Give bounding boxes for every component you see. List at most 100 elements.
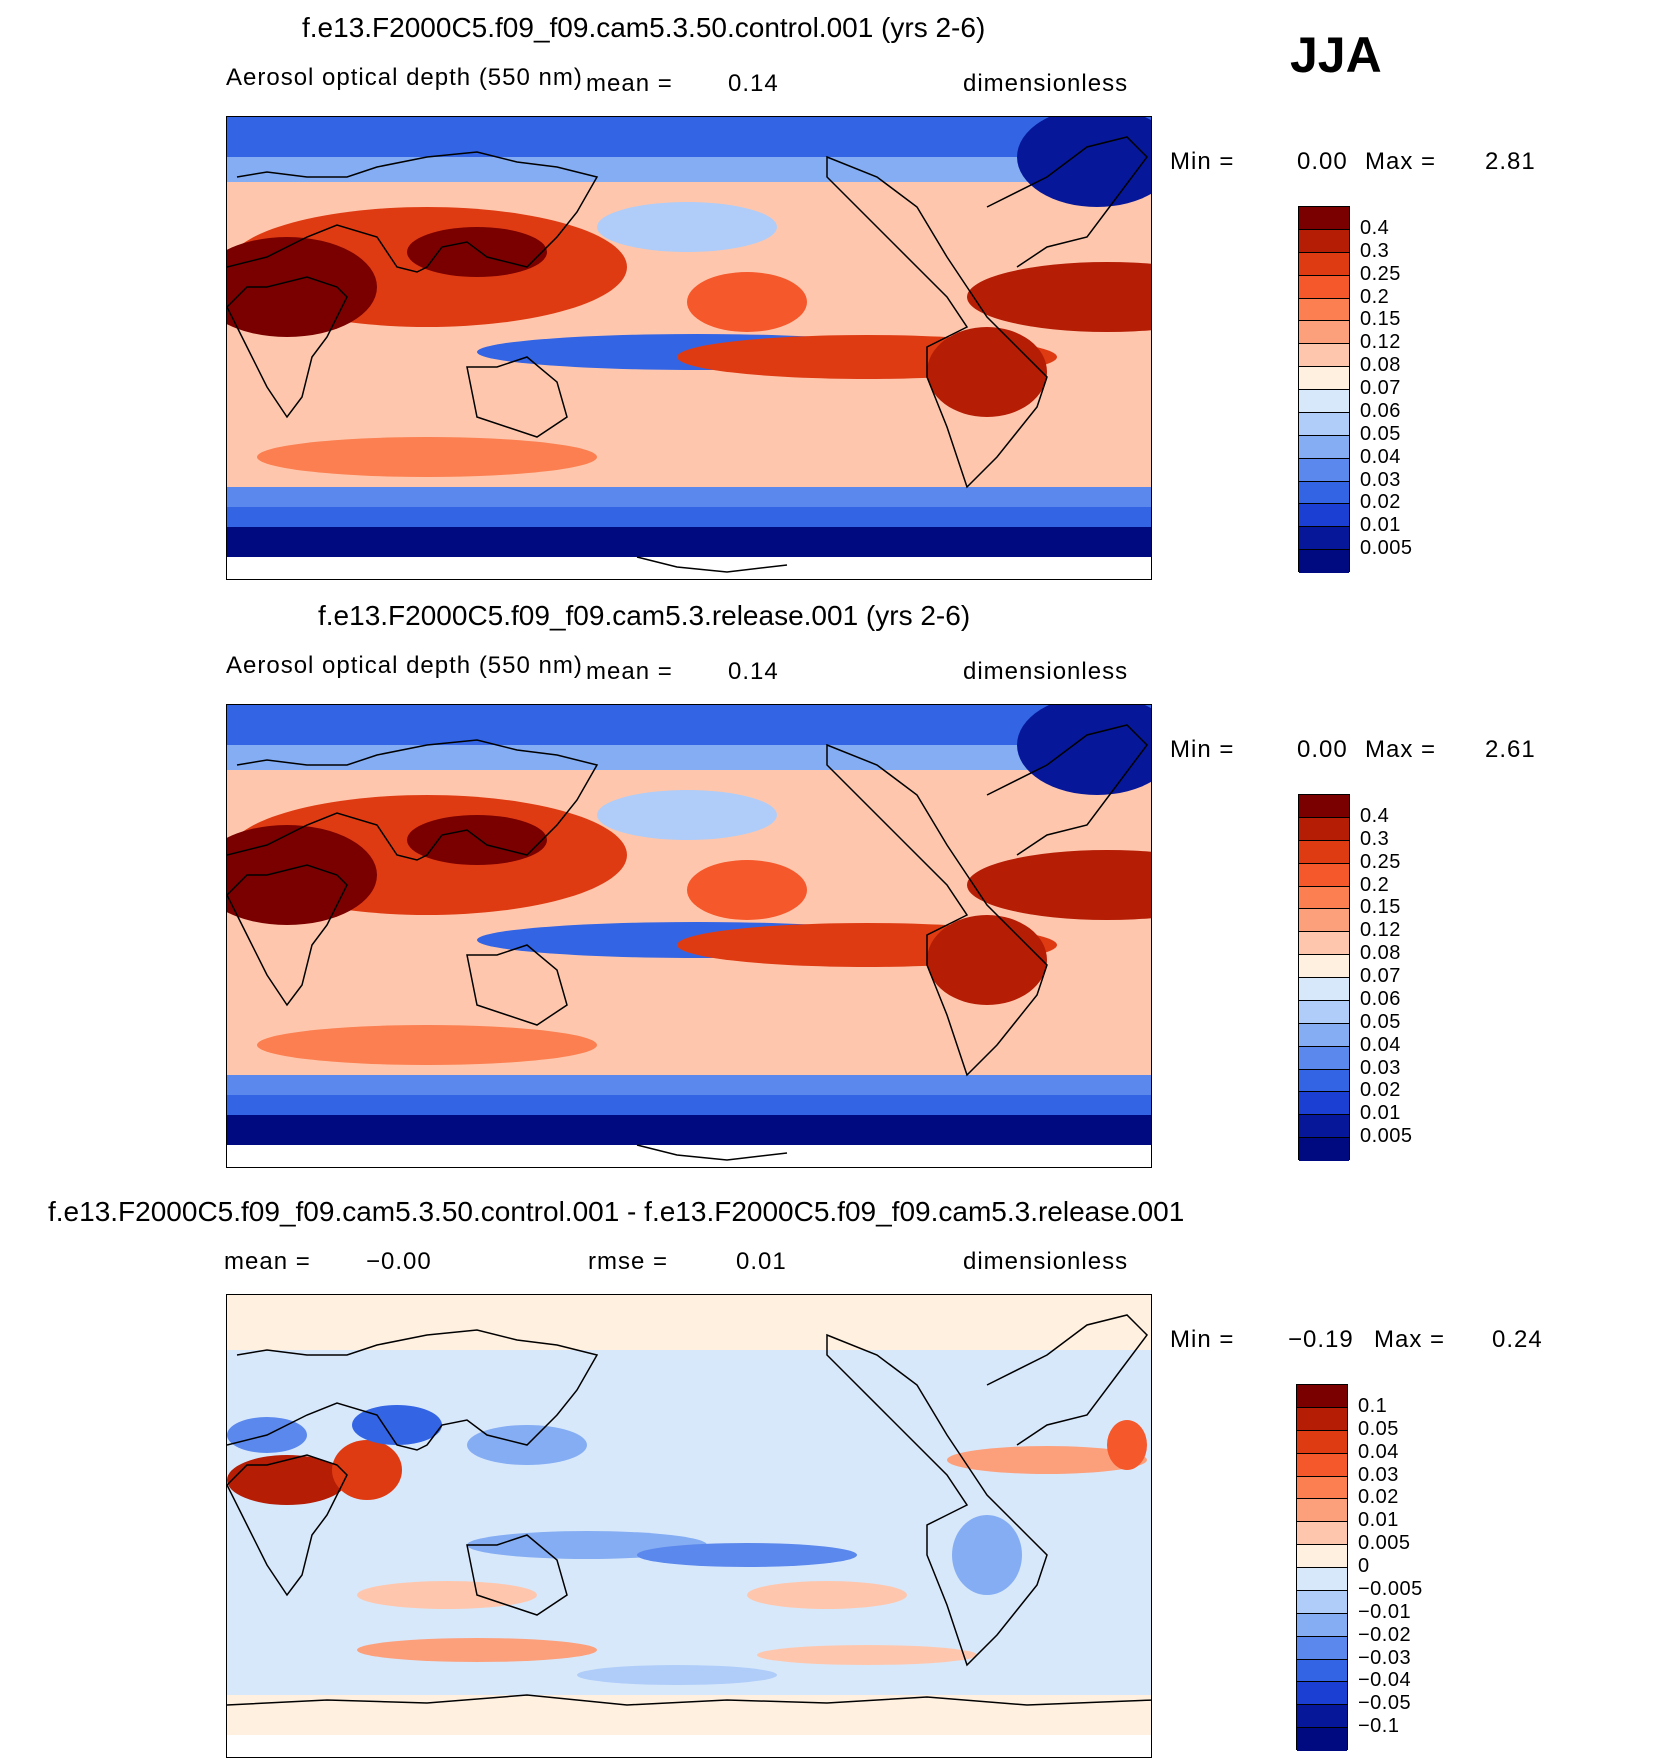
panel3-nodata bbox=[227, 1735, 1151, 1757]
colorbar-level-label: 0.01 bbox=[1360, 514, 1401, 537]
panel3-spac-pos bbox=[747, 1581, 907, 1609]
colorbar-level-label: 0.03 bbox=[1358, 1463, 1399, 1486]
colorbar-level-label: 0.01 bbox=[1360, 1102, 1401, 1125]
panel1-mean-value: 0.14 bbox=[728, 70, 779, 97]
colorbar-level-label: 0.02 bbox=[1358, 1486, 1399, 1509]
panel3-atlantic-pos2 bbox=[1107, 1420, 1147, 1470]
colorbar-segment bbox=[1297, 1522, 1347, 1546]
colorbar-segment bbox=[1299, 1046, 1349, 1070]
panel3-max-value: 0.24 bbox=[1492, 1326, 1543, 1353]
panel1-colorbar bbox=[1298, 206, 1350, 573]
panel1-amazon bbox=[927, 327, 1047, 417]
colorbar-level-label: −0.02 bbox=[1358, 1623, 1412, 1646]
colorbar-level-label: 0.08 bbox=[1360, 354, 1401, 377]
colorbar-segment bbox=[1299, 1115, 1349, 1139]
colorbar-segment bbox=[1297, 1453, 1347, 1477]
colorbar-level-label: 0.03 bbox=[1360, 1056, 1401, 1079]
colorbar-level-label: 0.4 bbox=[1360, 804, 1390, 827]
colorbar-segment bbox=[1299, 275, 1349, 299]
panel3-atlantic-pos bbox=[947, 1446, 1147, 1474]
colorbar-segment bbox=[1299, 1069, 1349, 1093]
colorbar-level-label: −0.1 bbox=[1358, 1715, 1400, 1738]
colorbar-segment bbox=[1297, 1682, 1347, 1706]
panel1-so3 bbox=[227, 527, 1151, 557]
colorbar-segment bbox=[1297, 1430, 1347, 1454]
colorbar-segment bbox=[1299, 527, 1349, 551]
panel2-arctic-fringe bbox=[227, 745, 1151, 770]
colorbar-level-label: 0.05 bbox=[1358, 1417, 1399, 1440]
colorbar-segment bbox=[1299, 298, 1349, 322]
colorbar-level-label: 0.06 bbox=[1360, 987, 1401, 1010]
panel3-field bbox=[227, 1295, 1151, 1757]
colorbar-level-label: 0.005 bbox=[1358, 1532, 1411, 1555]
panel2-mean-label: mean = bbox=[586, 658, 673, 685]
panel2-so3 bbox=[227, 1115, 1151, 1145]
panel1-asia-core bbox=[407, 227, 547, 277]
colorbar-segment bbox=[1299, 1023, 1349, 1047]
panel3-max-label: Max = bbox=[1374, 1326, 1446, 1353]
panel2-pacific-max bbox=[687, 860, 807, 920]
colorbar-level-label: 0.1 bbox=[1358, 1394, 1388, 1417]
panel2-atlantic-plume bbox=[967, 850, 1151, 920]
colorbar-segment bbox=[1297, 1659, 1347, 1683]
colorbar-level-label: 0.01 bbox=[1358, 1509, 1399, 1532]
colorbar-level-label: 0.04 bbox=[1358, 1440, 1399, 1463]
colorbar-segment bbox=[1299, 458, 1349, 482]
colorbar-segment bbox=[1299, 504, 1349, 528]
panel3-colorbar bbox=[1296, 1384, 1348, 1751]
colorbar-segment bbox=[1299, 252, 1349, 276]
panel2-south-band bbox=[257, 1025, 597, 1065]
season-label: JJA bbox=[1290, 27, 1382, 83]
colorbar-segment bbox=[1297, 1476, 1347, 1500]
panel2-max-value: 2.61 bbox=[1485, 736, 1536, 763]
panel2-nw-pacific bbox=[597, 790, 777, 840]
panel1-field bbox=[227, 117, 1151, 579]
colorbar-segment bbox=[1297, 1705, 1347, 1729]
panel3-south-pos bbox=[357, 1638, 597, 1662]
panel3-sahara-pos bbox=[227, 1455, 347, 1505]
colorbar-segment bbox=[1297, 1613, 1347, 1637]
panel2-so2 bbox=[227, 1095, 1151, 1115]
colorbar-segment bbox=[1299, 978, 1349, 1001]
panel3-mean-label: mean = bbox=[224, 1248, 311, 1275]
colorbar-level-label: 0 bbox=[1358, 1555, 1370, 1577]
colorbar-level-label: −0.005 bbox=[1358, 1577, 1423, 1600]
panel3-south-pos2 bbox=[757, 1645, 977, 1665]
panel2-field bbox=[227, 705, 1151, 1167]
colorbar-segment bbox=[1299, 367, 1349, 390]
colorbar-segment bbox=[1299, 886, 1349, 910]
colorbar-segment bbox=[1299, 390, 1349, 413]
colorbar-level-label: 0.15 bbox=[1360, 308, 1401, 331]
panel2-title: f.e13.F2000C5.f09_f09.cam5.3.release.001… bbox=[318, 600, 971, 631]
colorbar-segment bbox=[1299, 550, 1349, 573]
panel2-min-label: Min = bbox=[1170, 736, 1235, 763]
colorbar-segment bbox=[1299, 795, 1349, 818]
panel3-so-neg bbox=[577, 1665, 777, 1685]
panel2-variable: Aerosol optical depth (550 nm) bbox=[226, 652, 583, 679]
panel1-pacific-max bbox=[687, 272, 807, 332]
colorbar-segment bbox=[1299, 932, 1349, 956]
colorbar-segment bbox=[1299, 229, 1349, 253]
colorbar-level-label: 0.03 bbox=[1360, 468, 1401, 491]
colorbar-segment bbox=[1299, 1092, 1349, 1116]
colorbar-level-label: 0.3 bbox=[1360, 239, 1390, 262]
panel1-mean-label: mean = bbox=[586, 70, 673, 97]
colorbar-level-label: 0.04 bbox=[1360, 1033, 1401, 1056]
panel2-so1 bbox=[227, 1075, 1151, 1095]
panel2-coastlines bbox=[227, 724, 1148, 1161]
colorbar-level-label: 0.3 bbox=[1360, 827, 1390, 850]
panel2-units: dimensionless bbox=[963, 658, 1129, 685]
panel3-indian-pos bbox=[357, 1581, 537, 1609]
panel1-variable: Aerosol optical depth (550 nm) bbox=[226, 64, 583, 91]
colorbar-segment bbox=[1297, 1590, 1347, 1614]
panel3-pacific-neg2 bbox=[637, 1543, 857, 1567]
panel1-units: dimensionless bbox=[963, 70, 1129, 97]
colorbar-level-label: 0.07 bbox=[1360, 377, 1401, 399]
colorbar-segment bbox=[1299, 412, 1349, 436]
colorbar-segment bbox=[1297, 1385, 1347, 1408]
panel1-south-band bbox=[257, 437, 597, 477]
colorbar-segment bbox=[1297, 1728, 1347, 1751]
colorbar-level-label: 0.15 bbox=[1360, 896, 1401, 919]
colorbar-level-label: 0.06 bbox=[1360, 399, 1401, 422]
panel2-colorbar bbox=[1298, 794, 1350, 1161]
